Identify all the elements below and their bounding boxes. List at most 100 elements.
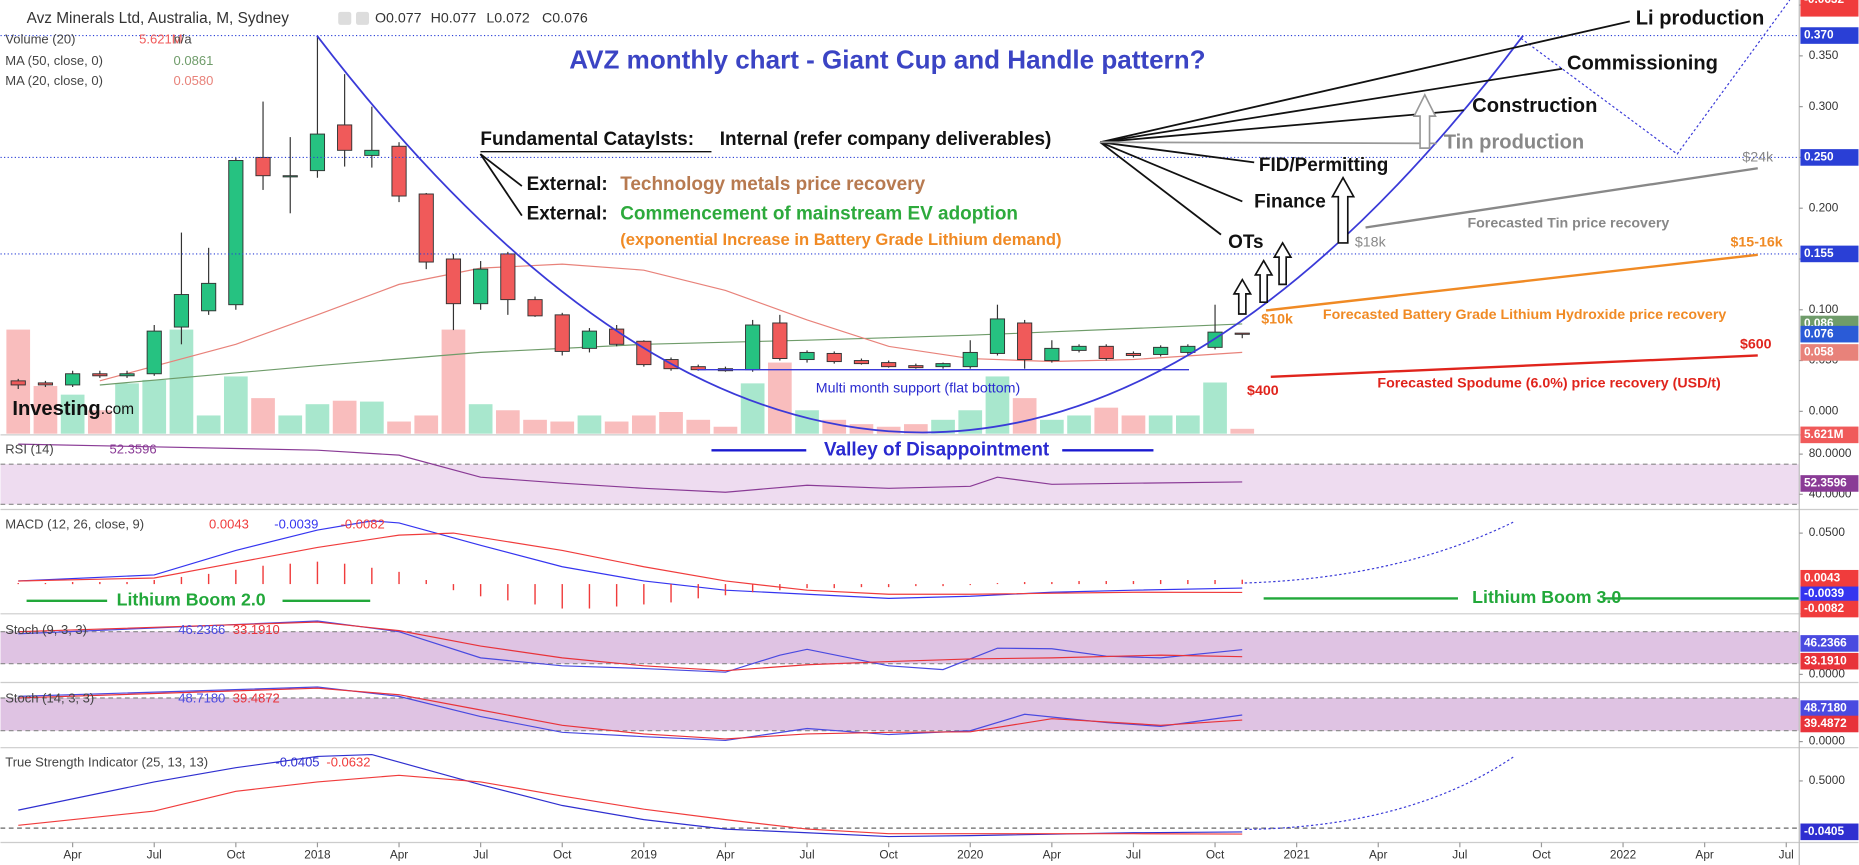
annotation: Valley of Disappointment <box>824 439 1050 460</box>
axis-value-label: 39.4872 <box>1804 716 1847 730</box>
connector <box>1099 141 1222 236</box>
candle-body <box>772 322 788 360</box>
band <box>0 464 1800 505</box>
candle-body <box>500 253 516 301</box>
candle-body <box>364 149 380 156</box>
indicator-line <box>18 753 1243 838</box>
volume-bar <box>985 376 1010 434</box>
legend-value: 52.3596 <box>110 442 157 457</box>
x-tick-label: Jul <box>473 848 488 862</box>
annotation: (exponential Increase in Battery Grade L… <box>620 230 1061 249</box>
legend-value: -0.0039 <box>274 516 318 531</box>
indicator-line <box>18 621 1243 672</box>
candle-body <box>255 156 271 177</box>
axis-value-box <box>1800 245 1859 263</box>
x-tick-label: Jul <box>1126 848 1141 862</box>
moving-average <box>99 263 1243 382</box>
annotation: Internal (refer company deliverables) <box>720 129 1052 150</box>
volume-bar <box>631 415 656 434</box>
y-tick-label: 0.0000 <box>1809 734 1846 748</box>
legend-value: 33.1910 <box>233 622 280 637</box>
candle-body <box>989 318 1006 354</box>
tsi-projection <box>1244 755 1516 831</box>
annotation: Forecasted Tin price recovery <box>1467 216 1669 232</box>
volume-bar <box>115 383 139 434</box>
connector <box>1100 109 1464 144</box>
volume-bar <box>142 379 167 434</box>
x-tick-label: Apr <box>716 848 734 862</box>
arrow <box>1330 176 1356 244</box>
candle-body <box>228 159 244 306</box>
volume-bar <box>1121 415 1146 434</box>
annotation: $18k <box>1355 235 1387 251</box>
legend-value: n/a <box>174 32 193 47</box>
candle-body <box>309 133 326 172</box>
volume-bar <box>577 415 602 434</box>
candle-body <box>337 124 353 151</box>
axis-value-label: 46.2366 <box>1804 636 1847 650</box>
annotation: Technology metals price recovery <box>620 174 925 195</box>
annotation: Construction <box>1472 95 1597 117</box>
x-tick-label: Jul <box>1452 848 1467 862</box>
arrow <box>1253 259 1274 303</box>
arrow <box>1412 92 1437 149</box>
candle-body <box>1017 322 1033 361</box>
volume-bar <box>223 376 248 434</box>
axis-value-box <box>1800 600 1859 618</box>
annotation: $24k <box>1742 149 1774 165</box>
icon <box>338 11 352 25</box>
arrows <box>1232 92 1437 315</box>
legend-title: MA (20, close, 0) <box>5 73 103 88</box>
volume-bar <box>251 398 275 434</box>
annotation: $400 <box>1247 383 1279 399</box>
axis-value-box <box>1800 700 1859 717</box>
annotation: Forecasted Battery Grade Lithium Hydroxi… <box>1323 307 1726 323</box>
legend-value: 39.4872 <box>233 691 280 706</box>
tin-trend <box>1365 167 1758 229</box>
x-tick-label: Apr <box>1043 848 1061 862</box>
annotation: $600 <box>1740 337 1772 353</box>
candle-body <box>799 351 815 361</box>
candle-body <box>908 365 924 369</box>
y-tick-label: 0.0000 <box>1809 667 1846 681</box>
candle-body <box>1180 345 1196 353</box>
axis-value-box <box>1800 475 1859 492</box>
candle-body <box>1234 332 1250 335</box>
candle-body <box>554 314 570 352</box>
volume-bar <box>1094 407 1119 434</box>
axis-value-label: 33.1910 <box>1804 653 1847 667</box>
indicator-line <box>18 687 1243 740</box>
axis-value-label: 0.076 <box>1804 326 1834 340</box>
volume-bar <box>468 404 493 434</box>
indicator-line <box>18 774 1243 835</box>
connector <box>1099 67 1563 144</box>
volume-bar <box>1230 428 1255 434</box>
axis-value-box <box>1800 27 1859 44</box>
logo: Investing.com <box>12 398 134 420</box>
candle-body <box>37 382 54 386</box>
connector <box>479 153 523 187</box>
volume-bar <box>441 329 466 434</box>
x-tick-label: 2022 <box>1610 848 1636 862</box>
annotation: Fundamental Cataylsts: <box>480 129 694 150</box>
legend-title: Volume (20) <box>5 32 75 47</box>
candle-body <box>201 282 217 312</box>
connector <box>1099 141 1243 203</box>
annotation: FID/Permitting <box>1259 155 1388 176</box>
x-tick-label: Apr <box>1369 848 1387 862</box>
volume-bar <box>903 424 928 434</box>
drawings <box>26 0 1800 831</box>
volume-bar <box>604 421 629 434</box>
axis-value-box <box>1800 149 1859 166</box>
catalyst-lines <box>479 20 1630 236</box>
x-tick-label: Oct <box>1532 848 1551 862</box>
y-tick-label: 0.200 <box>1809 200 1839 214</box>
annotation: Multi month support (flat bottom) <box>816 380 1020 396</box>
volume-bar <box>740 383 765 434</box>
axis-value-box <box>1800 426 1859 444</box>
axis-value-label: 0.0043 <box>1804 570 1841 584</box>
volume-bar <box>659 412 683 434</box>
candle-body <box>962 351 978 368</box>
axis-value-box <box>1800 325 1859 343</box>
